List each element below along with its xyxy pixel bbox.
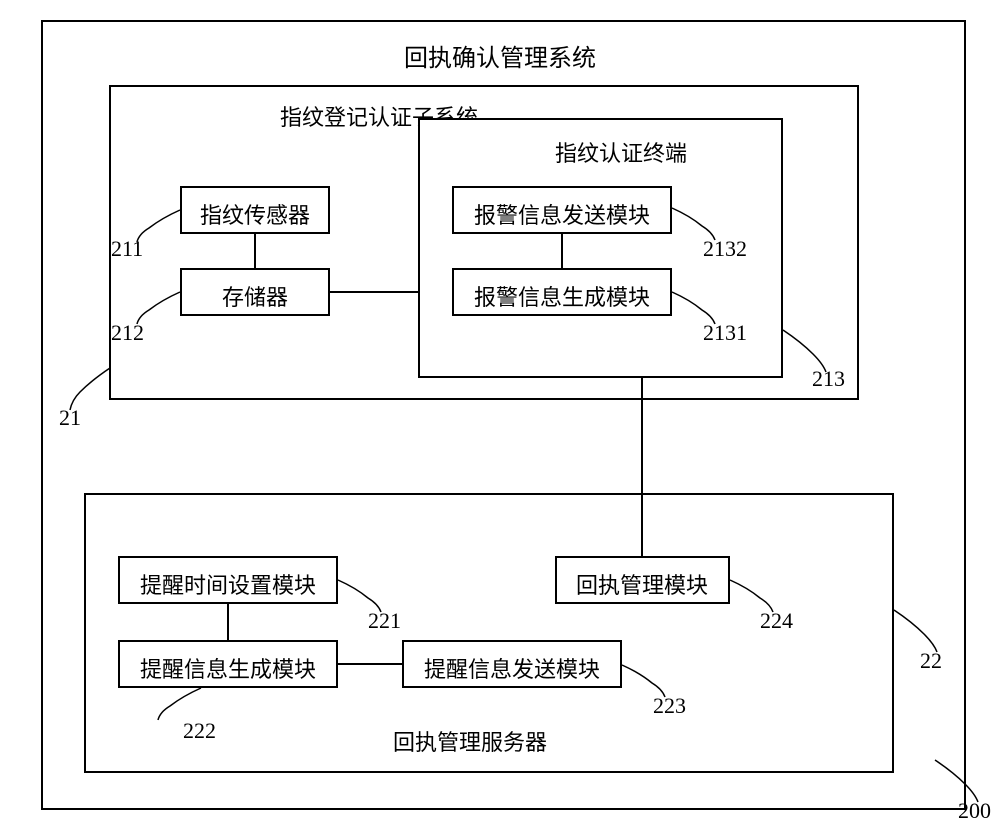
ref-213: 213 (812, 366, 845, 392)
alarm-send-label: 报警信息发送模块 (474, 198, 650, 230)
line-sensor-storage (254, 234, 256, 268)
line-alarm-send-gen (561, 234, 563, 268)
line-terminal-receipt (641, 378, 643, 556)
remind-gen-label: 提醒信息生成模块 (140, 652, 316, 684)
ref-211: 211 (111, 236, 143, 262)
ref-22: 22 (920, 648, 942, 674)
remind-time-label: 提醒时间设置模块 (140, 568, 316, 600)
ref-2132: 2132 (703, 236, 747, 262)
alarm-gen-label: 报警信息生成模块 (474, 280, 650, 312)
ref-200: 200 (958, 798, 991, 824)
sensor-label: 指纹传感器 (200, 198, 310, 230)
ref-2131: 2131 (703, 320, 747, 346)
storage-label: 存储器 (222, 280, 288, 312)
server-title: 回执管理服务器 (393, 725, 547, 757)
terminal-title: 指纹认证终端 (555, 136, 687, 168)
lead-211 (137, 210, 182, 245)
receipt-mgmt-label: 回执管理模块 (576, 568, 708, 600)
ref-212: 212 (111, 320, 144, 346)
outer-system-title: 回执确认管理系统 (404, 38, 596, 73)
ref-21: 21 (59, 405, 81, 431)
line-time-gen (227, 604, 229, 640)
remind-send-label: 提醒信息发送模块 (424, 652, 600, 684)
ref-223: 223 (653, 693, 686, 719)
line-gen-send (338, 663, 402, 665)
line-storage-terminal (330, 291, 418, 293)
ref-224: 224 (760, 608, 793, 634)
ref-221: 221 (368, 608, 401, 634)
ref-222: 222 (183, 718, 216, 744)
